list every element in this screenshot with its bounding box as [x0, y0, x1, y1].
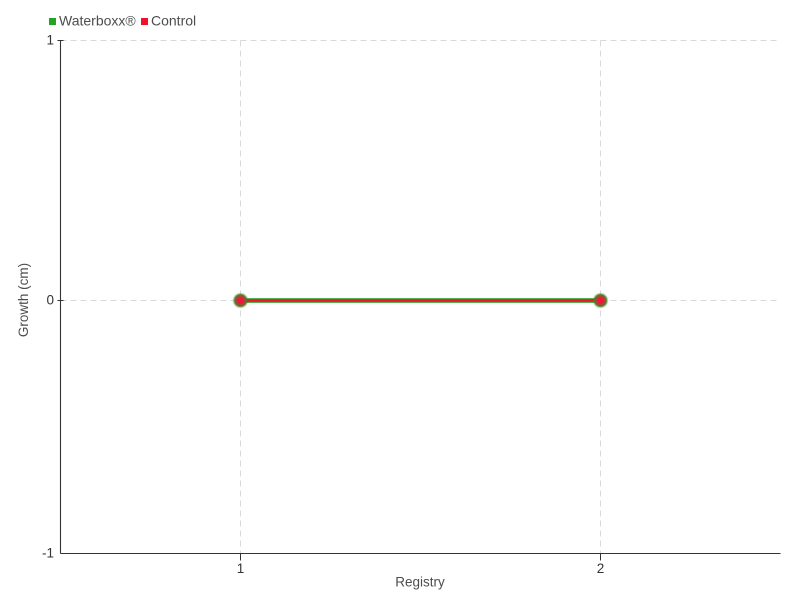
svg-text:Growth (cm): Growth (cm) [16, 263, 31, 337]
svg-text:Waterboxx®: Waterboxx® [59, 13, 136, 29]
svg-text:Registry: Registry [395, 575, 445, 590]
svg-text:0: 0 [46, 293, 54, 308]
svg-text:1: 1 [46, 33, 54, 48]
svg-text:1: 1 [237, 561, 245, 576]
svg-text:-1: -1 [42, 546, 54, 561]
svg-text:Control: Control [151, 13, 196, 29]
svg-text:2: 2 [597, 561, 605, 576]
